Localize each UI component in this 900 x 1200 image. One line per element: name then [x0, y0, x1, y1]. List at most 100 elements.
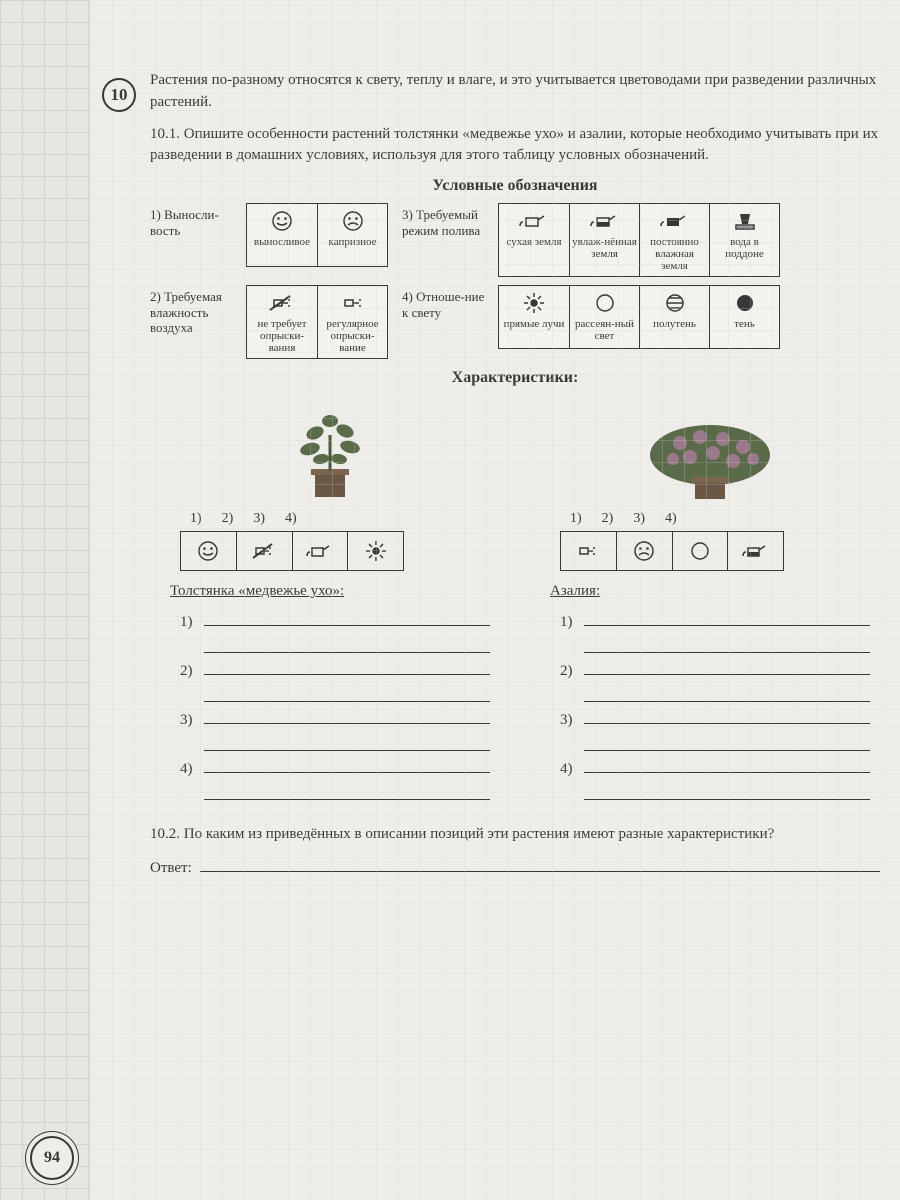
legend-cell-fussy: капризное	[317, 204, 387, 266]
legend-table-2: не требует опрыски-вания регулярное опры…	[246, 285, 388, 359]
ans-num: 2)	[560, 663, 584, 680]
sunburst-icon	[522, 290, 546, 316]
char-num: 3)	[253, 511, 265, 527]
frown-icon	[342, 208, 364, 234]
ans-num: 4)	[560, 761, 584, 778]
answer-label: Ответ:	[150, 860, 192, 877]
legend-table-1: выносливое капризное	[246, 203, 388, 267]
plant1-answer-3[interactable]: 3)	[170, 708, 490, 729]
plant2-column: 1) 2) 3) 4) Азалия: 1)	[550, 395, 870, 806]
legend-block-watering: 3) Требуемый режим полива сухая земля ув…	[402, 203, 780, 277]
plant1-column: 1) 2) 3) 4) Толстянка «медвежье у	[170, 395, 490, 806]
plant2-answer-3b[interactable]	[550, 735, 870, 751]
legend-cell-diffuse: рассеян-ный свет	[569, 286, 639, 348]
watering-can-full-icon	[661, 208, 689, 234]
page-number-badge: 94	[30, 1136, 74, 1180]
plant2-char-1	[561, 532, 616, 570]
plant2-char-4	[727, 532, 783, 570]
legend-block-humidity: 2) Требуемая влажность воздуха не требуе…	[150, 285, 388, 359]
char-num: 4)	[665, 511, 677, 527]
plant2-char-2	[616, 532, 672, 570]
frown-icon	[633, 540, 655, 562]
legend-cell-label: выносливое	[254, 236, 310, 248]
char-num: 3)	[633, 511, 645, 527]
ans-num: 2)	[180, 663, 204, 680]
legend-block-hardiness: 1) Выносли-вость выносливое капризное	[150, 203, 388, 277]
q10-2-block: 10.2. По каким из приведённых в описании…	[150, 824, 880, 877]
plant1-answer-2b[interactable]	[170, 686, 490, 702]
legend-label-4: 4) Отноше-ние к свету	[402, 285, 492, 320]
pot-tray-icon	[732, 208, 758, 234]
spray-crossed-icon	[268, 290, 296, 316]
char-num: 1)	[570, 511, 582, 527]
legend-cell-hardy: выносливое	[247, 204, 317, 266]
legend-cell-label: капризное	[329, 236, 377, 248]
legend-cell-directsun: прямые лучи	[499, 286, 569, 348]
plant1-answer-4[interactable]: 4)	[170, 757, 490, 778]
q10-2-answer[interactable]: Ответ:	[150, 856, 880, 877]
legend-cell-tray: вода в поддоне	[709, 204, 779, 276]
legend-table-3: сухая земля увлаж-нённая земля постоянно…	[498, 203, 780, 277]
char-num: 1)	[190, 511, 202, 527]
legend-cell-label: увлаж-нённая земля	[572, 236, 637, 260]
plant1-icon-strip	[180, 531, 404, 571]
sunburst-icon	[364, 539, 388, 563]
plant1-char-2	[236, 532, 292, 570]
plant1-answer-2[interactable]: 2)	[170, 659, 490, 680]
intro-text: Растения по-разному относятся к свету, т…	[150, 70, 880, 114]
plant1-answer-1[interactable]: 1)	[170, 610, 490, 631]
plant2-illustration	[550, 395, 870, 505]
circle-light-icon	[689, 540, 711, 562]
legend-cell-label: сухая земля	[506, 236, 561, 248]
legend-cell-label: прямые лучи	[504, 318, 565, 330]
legend-cell-dry: сухая земля	[499, 204, 569, 276]
characteristics-columns: 1) 2) 3) 4) Толстянка «медвежье у	[150, 395, 880, 806]
question-number-badge: 10	[102, 78, 136, 112]
char-num: 2)	[222, 511, 234, 527]
characteristics-title: Характеристики:	[150, 369, 880, 387]
q10-2-text: 10.2. По каким из приведённых в описании…	[150, 824, 880, 846]
legend-cell-spray: регулярное опрыски-вание	[317, 286, 387, 358]
legend-cell-label: полутень	[653, 318, 696, 330]
legend-table-4: прямые лучи рассеян-ный свет полутень	[498, 285, 780, 349]
circle-light-icon	[594, 290, 616, 316]
circle-filled-icon	[734, 290, 756, 316]
watering-can-empty-icon	[520, 208, 548, 234]
watering-can-half-icon	[591, 208, 619, 234]
char-num: 2)	[602, 511, 614, 527]
legend-cell-moist: увлаж-нённая земля	[569, 204, 639, 276]
plant2-answer-2[interactable]: 2)	[550, 659, 870, 680]
ans-num: 3)	[560, 712, 584, 729]
q10-1-text: 10.1. Опишите особенности растений толст…	[150, 124, 880, 168]
plant2-answer-4b[interactable]	[550, 784, 870, 800]
plant1-char-3	[292, 532, 348, 570]
legend-label-1: 1) Выносли-вость	[150, 203, 240, 238]
legend-cell-label: тень	[734, 318, 755, 330]
plant2-number-row: 1) 2) 3) 4)	[550, 511, 870, 527]
plant1-name: Толстянка «медвежье ухо»:	[170, 583, 490, 600]
plant2-answer-1b[interactable]	[550, 637, 870, 653]
ans-num: 3)	[180, 712, 204, 729]
plant2-answer-2b[interactable]	[550, 686, 870, 702]
watering-can-half-icon	[743, 540, 769, 562]
plant2-answer-4[interactable]: 4)	[550, 757, 870, 778]
legend-cell-label: вода в поддоне	[712, 236, 777, 260]
char-num: 4)	[285, 511, 297, 527]
legend-cell-label: постоянно влажная земля	[642, 236, 707, 272]
plant1-answer-4b[interactable]	[170, 784, 490, 800]
legend-cell-nospray: не требует опрыски-вания	[247, 286, 317, 358]
ans-num: 1)	[180, 614, 204, 631]
legend-label-2: 2) Требуемая влажность воздуха	[150, 285, 240, 336]
plant2-answer-3[interactable]: 3)	[550, 708, 870, 729]
legend-row-1: 1) Выносли-вость выносливое капризное 3)…	[150, 203, 880, 277]
plant1-char-4	[347, 532, 403, 570]
legend-cell-label: не требует опрыски-вания	[249, 318, 315, 354]
legend-block-light: 4) Отноше-ние к свету прямые лучи рассея…	[402, 285, 780, 359]
plant1-answer-1b[interactable]	[170, 637, 490, 653]
plant2-answer-1[interactable]: 1)	[550, 610, 870, 631]
plant1-answer-3b[interactable]	[170, 735, 490, 751]
spray-icon	[339, 290, 367, 316]
plant2-icon-strip	[560, 531, 784, 571]
watering-can-empty-icon	[307, 540, 333, 562]
plant1-char-1	[181, 532, 236, 570]
